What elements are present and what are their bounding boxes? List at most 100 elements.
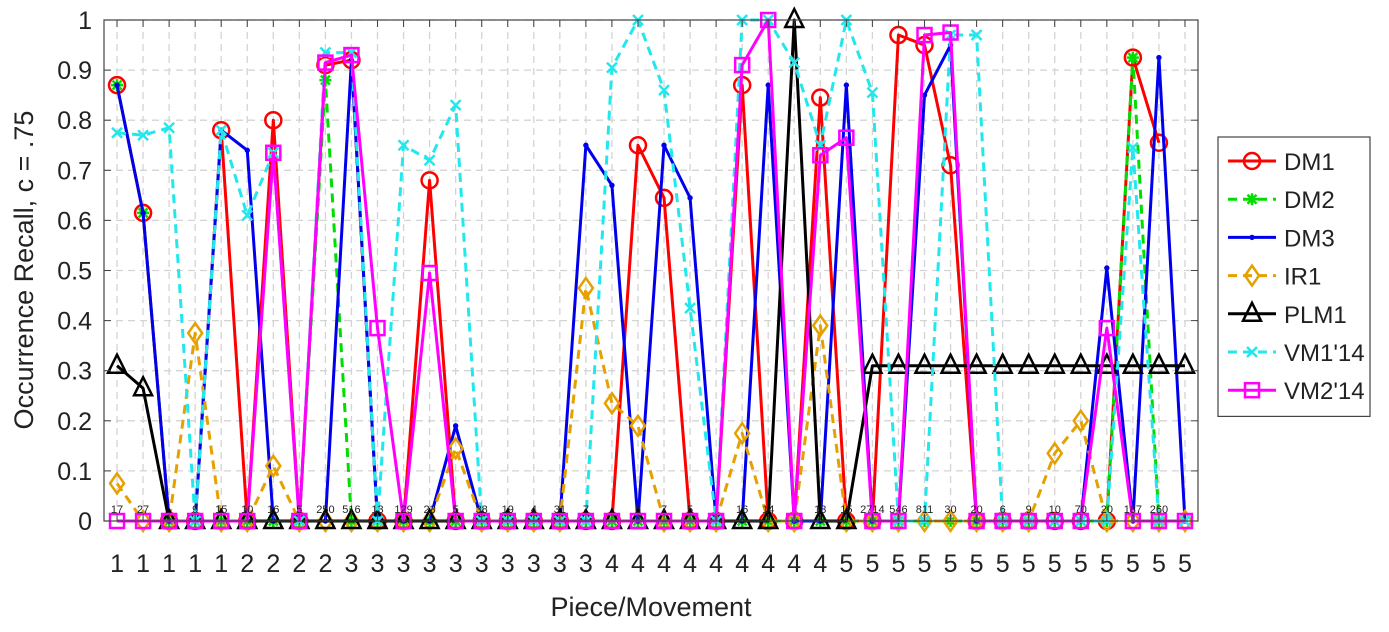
data-point	[684, 302, 696, 314]
legend-marker	[1240, 300, 1264, 323]
data-point	[163, 121, 176, 134]
data-point	[1072, 408, 1090, 433]
data-point	[397, 139, 410, 152]
y-tick-label: 0	[78, 508, 92, 536]
data-point	[863, 508, 881, 534]
data-point	[654, 188, 674, 208]
point-label: 6	[1000, 504, 1006, 516]
data-point	[215, 124, 228, 137]
point-label: 5	[296, 504, 302, 516]
x-tick-label: 3	[501, 550, 515, 578]
data-point	[421, 264, 438, 282]
point-label: 13	[371, 504, 383, 516]
data-point	[423, 154, 436, 167]
data-point	[583, 142, 589, 148]
data-point	[1121, 351, 1144, 374]
data-point	[369, 319, 386, 337]
legend-marker	[1249, 234, 1255, 241]
x-tick-label: 4	[735, 550, 749, 578]
point-label: 30	[944, 504, 956, 516]
x-tick-label: 5	[1022, 550, 1036, 578]
x-tick-label: 4	[657, 550, 671, 578]
data-point	[420, 171, 439, 190]
data-point	[603, 391, 621, 416]
legend-marker	[1243, 381, 1261, 399]
data-point	[262, 507, 285, 530]
data-point	[811, 313, 829, 338]
data-point	[106, 351, 129, 374]
x-tick-label: 3	[579, 550, 593, 578]
point-label: 546	[889, 504, 907, 516]
legend-marker	[1243, 263, 1261, 288]
point-label: 9	[1026, 504, 1032, 516]
x-tick-label: 5	[996, 550, 1010, 578]
legend-entry: DM1	[1284, 149, 1335, 176]
data-point	[889, 25, 908, 45]
point-label: 4	[531, 504, 537, 516]
x-tick-label: 5	[1074, 550, 1088, 578]
x-tick-label: 5	[1178, 550, 1192, 578]
data-point	[838, 129, 855, 146]
legend-entry: PLM1	[1284, 302, 1347, 329]
point-label: 250	[316, 504, 334, 516]
data-point	[991, 351, 1014, 374]
legend-entry: VM1'14	[1284, 340, 1365, 367]
data-point	[264, 453, 282, 479]
data-point	[265, 144, 282, 162]
data-point	[1104, 265, 1110, 271]
point-label: 16	[736, 504, 748, 516]
legend: DM1 DM2 DM3 IR1 PLM1 VM1'14 VM2'14	[1217, 136, 1371, 417]
point-label: 17	[111, 504, 123, 516]
point-label: 23	[423, 504, 435, 516]
y-tick-label: 0.7	[57, 157, 92, 185]
x-tick-label: 5	[1126, 550, 1140, 578]
data-point	[137, 129, 149, 142]
x-tick-label: 3	[397, 550, 411, 578]
x-tick-label: 3	[371, 550, 385, 578]
data-point	[916, 26, 933, 44]
point-label: 187	[1124, 504, 1142, 516]
x-tick-label: 5	[918, 550, 932, 578]
data-point	[809, 507, 832, 530]
y-axis-label: Occurrence Recall, c = .75	[9, 111, 39, 430]
data-point	[1126, 141, 1139, 154]
data-point	[264, 110, 283, 130]
data-point	[1017, 351, 1040, 374]
x-tick-label: 2	[318, 550, 332, 578]
x-tick-label: 3	[344, 550, 358, 578]
x-tick-label: 4	[813, 550, 827, 578]
data-point	[757, 507, 780, 530]
point-label: 10	[1049, 504, 1061, 516]
y-tick-label: 0.6	[57, 207, 92, 235]
data-point	[731, 507, 754, 530]
x-tick-label: 2	[240, 550, 254, 578]
y-tick-label: 0.9	[57, 57, 92, 85]
point-label: 811	[916, 504, 934, 516]
data-point	[343, 46, 360, 64]
y-tick-label: 0.2	[57, 408, 92, 436]
legend-entry: DM2	[1284, 187, 1335, 214]
data-point	[114, 82, 120, 88]
x-tick-label: 5	[1048, 550, 1062, 578]
data-point	[186, 320, 204, 346]
data-point	[733, 421, 751, 446]
x-tick-label: 1	[188, 550, 202, 578]
data-point	[452, 423, 459, 429]
x-tick-label: 5	[839, 550, 853, 578]
x-tick-label: 2	[266, 550, 280, 578]
data-point	[449, 99, 462, 112]
x-tick-label: 4	[787, 550, 801, 578]
data-point	[140, 210, 146, 216]
x-tick-label: 5	[865, 550, 879, 578]
y-tick-label: 0.3	[57, 358, 92, 386]
data-point	[1156, 54, 1162, 61]
data-point	[887, 351, 910, 374]
data-point	[1098, 319, 1116, 337]
data-point	[1124, 508, 1142, 534]
data-point	[661, 142, 667, 148]
y-tick-label: 1	[78, 7, 92, 35]
x-tick-label: 5	[944, 550, 958, 578]
data-point	[606, 61, 618, 74]
legend-marker	[1246, 346, 1258, 358]
